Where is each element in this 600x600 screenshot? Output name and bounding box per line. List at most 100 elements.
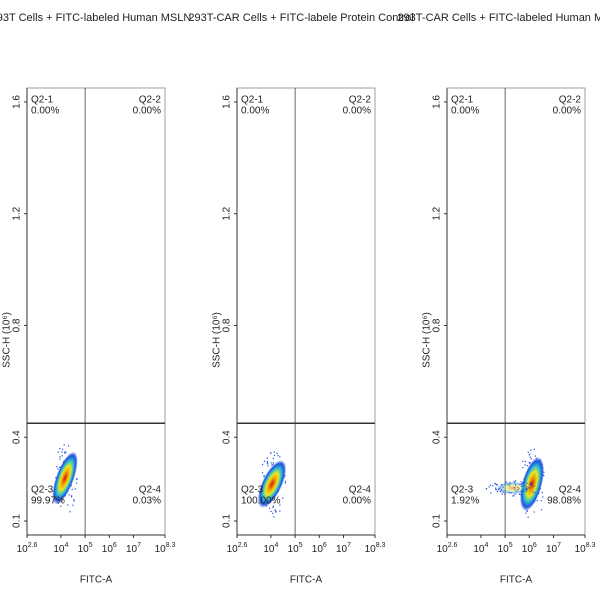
tick-base: 10 bbox=[365, 544, 377, 555]
quadrant-percent: 0.00% bbox=[31, 106, 59, 117]
event-dot bbox=[261, 472, 264, 474]
tick-base: 10 bbox=[17, 544, 29, 555]
event-dot bbox=[76, 478, 78, 480]
event-dot bbox=[266, 457, 268, 459]
density-cloud bbox=[519, 456, 545, 512]
tick-exponent: 2.6 bbox=[28, 542, 38, 549]
quadrant-percent: 0.00% bbox=[451, 106, 479, 117]
tick-base: 10 bbox=[78, 544, 90, 555]
event-dot bbox=[57, 468, 59, 470]
quadrant-percent: 1.92% bbox=[451, 496, 479, 507]
y-axis-title: SSC-H (10⁶) bbox=[422, 312, 433, 368]
x-axis-title: FITC-A bbox=[80, 575, 113, 586]
event-dot bbox=[267, 463, 269, 465]
event-dot bbox=[59, 456, 61, 458]
x-tick-label: 102.6 bbox=[227, 542, 248, 555]
quadrant-name: Q2-2 bbox=[349, 95, 372, 106]
event-dot bbox=[266, 462, 269, 464]
density-cloud bbox=[257, 460, 287, 508]
event-dot bbox=[514, 480, 517, 482]
event-dot bbox=[524, 460, 526, 463]
event-dot bbox=[529, 462, 531, 464]
density-cloud bbox=[497, 482, 529, 494]
x-tick-label: 105 bbox=[78, 542, 93, 555]
tick-exponent: 2.6 bbox=[238, 542, 248, 549]
tick-exponent: 7 bbox=[347, 542, 351, 549]
event-dot bbox=[495, 488, 497, 490]
event-dot bbox=[526, 464, 529, 467]
event-dot bbox=[273, 516, 275, 518]
event-dot bbox=[272, 512, 274, 515]
event-dot bbox=[68, 494, 70, 496]
x-tick-label: 108.3 bbox=[155, 542, 176, 555]
x-tick-label: 104 bbox=[263, 542, 278, 555]
event-dot bbox=[495, 484, 497, 486]
tick-exponent: 2.6 bbox=[448, 542, 458, 549]
x-tick-label: 102.6 bbox=[17, 542, 38, 555]
event-dot bbox=[490, 492, 492, 494]
event-dot bbox=[284, 482, 286, 484]
event-dot bbox=[64, 452, 66, 454]
x-tick-label: 106 bbox=[312, 542, 327, 555]
tick-base: 10 bbox=[126, 544, 138, 555]
tick-base: 10 bbox=[227, 544, 239, 555]
tick-base: 10 bbox=[473, 544, 485, 555]
event-dot bbox=[275, 510, 277, 512]
tick-base: 10 bbox=[498, 544, 510, 555]
y-tick-label: 1.2 bbox=[12, 206, 23, 220]
event-dot bbox=[533, 511, 535, 513]
event-dot bbox=[530, 458, 532, 460]
event-dot bbox=[530, 484, 532, 486]
x-tick-label: 105 bbox=[498, 542, 513, 555]
event-dot bbox=[61, 455, 63, 457]
x-tick-label: 104 bbox=[53, 542, 68, 555]
tick-exponent: 7 bbox=[557, 542, 561, 549]
quadrant-name: Q2-1 bbox=[31, 95, 54, 106]
event-dot bbox=[489, 484, 492, 486]
event-dot bbox=[496, 491, 499, 493]
event-dot bbox=[270, 510, 272, 513]
event-dot bbox=[72, 504, 74, 506]
event-dot bbox=[262, 463, 264, 466]
tick-base: 10 bbox=[336, 544, 348, 555]
event-dot bbox=[71, 495, 73, 497]
y-tick-label: 0.4 bbox=[12, 430, 23, 444]
event-dot bbox=[527, 451, 529, 453]
event-dot bbox=[63, 451, 66, 453]
tick-exponent: 5 bbox=[509, 542, 513, 549]
density-cloud bbox=[52, 451, 78, 505]
quadrant-name: Q2-3 bbox=[31, 485, 54, 496]
event-dot bbox=[522, 467, 524, 469]
event-dot bbox=[503, 493, 506, 495]
tick-exponent: 6 bbox=[113, 542, 117, 549]
quadrant-percent: 0.00% bbox=[133, 106, 161, 117]
tick-base: 10 bbox=[522, 544, 534, 555]
x-axis-title: FITC-A bbox=[500, 575, 533, 586]
plot-frame bbox=[236, 87, 376, 536]
event-dot bbox=[512, 495, 514, 497]
event-dot bbox=[263, 474, 265, 477]
event-dot bbox=[522, 460, 524, 462]
y-tick-label: 0.8 bbox=[222, 318, 233, 332]
event-dot bbox=[492, 485, 494, 487]
tick-base: 10 bbox=[546, 544, 558, 555]
event-dot bbox=[69, 511, 71, 513]
quadrant-name: Q2-4 bbox=[559, 485, 582, 496]
event-dot bbox=[61, 451, 63, 453]
event-dot bbox=[73, 499, 75, 501]
y-tick-label: 0.1 bbox=[12, 514, 23, 528]
event-dot bbox=[272, 506, 274, 509]
event-dot bbox=[270, 462, 272, 464]
x-tick-label: 107 bbox=[126, 542, 141, 555]
y-axis-title: SSC-H (10⁶) bbox=[2, 312, 13, 368]
quadrant-percent: 100.00% bbox=[241, 496, 281, 507]
event-dot bbox=[488, 486, 490, 488]
event-dot bbox=[520, 481, 522, 483]
plot-frame bbox=[446, 87, 586, 536]
y-axis-title: SSC-H (10⁶) bbox=[212, 312, 223, 368]
event-dot bbox=[71, 496, 73, 498]
event-dot bbox=[272, 505, 274, 507]
event-dot bbox=[530, 449, 532, 451]
event-dot bbox=[495, 483, 497, 485]
